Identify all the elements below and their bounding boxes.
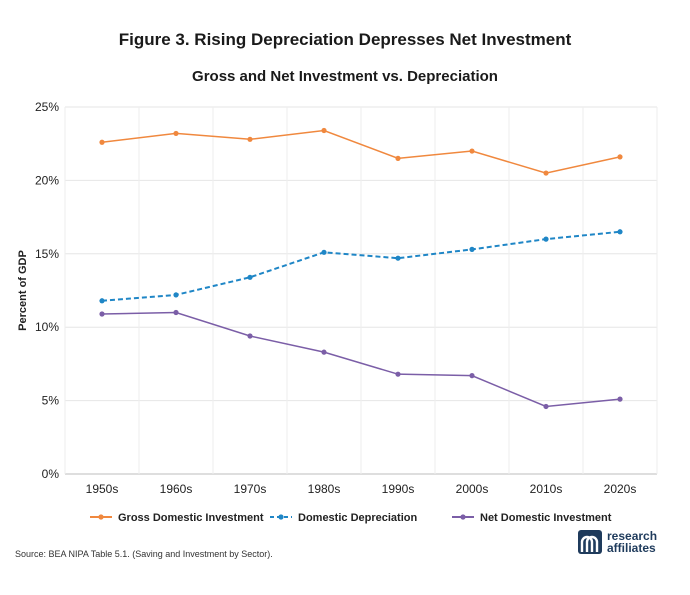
line-chart: 0% 5% 10% 15% 20% 25% 1950s 1960s 1970s 1980s 1990… xyxy=(17,100,658,524)
series-3-point xyxy=(395,371,401,377)
x-tick-label: 2010s xyxy=(530,482,563,496)
series-2-point xyxy=(543,236,549,242)
series-1-point xyxy=(469,148,475,154)
y-axis-label: Percent of GDP xyxy=(17,250,29,331)
series-2-point xyxy=(395,255,401,261)
series-line-2 xyxy=(101,230,621,302)
series-1-point xyxy=(173,130,179,137)
series-2-point xyxy=(469,246,475,252)
legend-swatch-marker xyxy=(460,514,466,520)
series-2-point xyxy=(99,298,105,304)
brand-logo: research affiliates xyxy=(578,530,657,554)
series-1-point xyxy=(395,155,401,161)
x-tick-label: 1990s xyxy=(382,482,415,496)
x-tick-label: 1980s xyxy=(308,482,341,496)
brand-line-2: affiliates xyxy=(607,541,656,555)
series-3-point xyxy=(99,311,105,317)
x-tick-label: 2020s xyxy=(604,482,637,496)
x-tick-label: 2000s xyxy=(456,482,489,496)
series-2-point xyxy=(617,229,623,235)
brand-line-1: research xyxy=(607,529,658,543)
series-1-point xyxy=(99,139,105,145)
research-affiliates-logo-icon xyxy=(578,530,602,554)
legend-swatch-marker xyxy=(278,514,284,520)
series-1-point xyxy=(617,154,623,160)
series-2-point xyxy=(321,249,327,255)
series-1-point xyxy=(247,136,253,142)
series-3-point xyxy=(247,333,253,339)
y-tick-label: 20% xyxy=(35,173,59,187)
series-1-point xyxy=(543,170,549,176)
series-2-point xyxy=(173,292,179,298)
x-tick-label: 1950s xyxy=(86,482,119,496)
y-tick-label: 10% xyxy=(35,320,59,334)
series-2-point xyxy=(247,274,253,280)
figure-title: Figure 3. Rising Depreciation Depresses … xyxy=(118,30,572,49)
legend-label: Net Domestic Investment xyxy=(480,512,612,524)
brand-name: research affiliates xyxy=(607,530,657,554)
series-3-point xyxy=(173,309,179,316)
legend-label: Domestic Depreciation xyxy=(298,512,417,524)
legend-swatch-marker xyxy=(98,514,104,520)
series-3-point xyxy=(469,373,475,379)
series-line-3 xyxy=(101,311,621,408)
x-tick-label: 1970s xyxy=(234,482,267,496)
y-tick-label: 0% xyxy=(42,467,60,481)
y-tick-label: 5% xyxy=(42,394,60,408)
series-3-point xyxy=(321,349,327,355)
series-3-point xyxy=(617,396,623,402)
series-3-point xyxy=(543,403,549,410)
series-1-point xyxy=(321,127,327,134)
x-tick-label: 1960s xyxy=(160,482,193,496)
y-tick-label: 15% xyxy=(35,247,59,261)
chart-title: Gross and Net Investment vs. Depreciatio… xyxy=(192,68,498,85)
series-line-1 xyxy=(101,129,621,174)
source-note: Source: BEA NIPA Table 5.1. (Saving and … xyxy=(15,549,273,559)
legend-label: Gross Domestic Investment xyxy=(118,512,264,524)
y-tick-label: 25% xyxy=(35,100,59,114)
